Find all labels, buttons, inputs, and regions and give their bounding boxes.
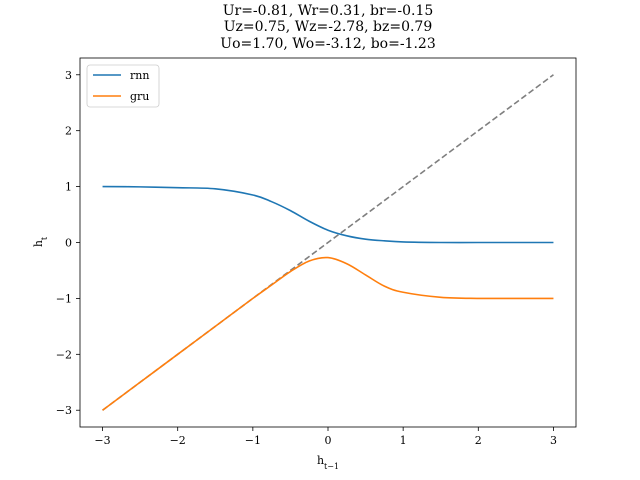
y-tick-label: −2 (56, 348, 72, 361)
y-tick-label: 3 (65, 69, 72, 82)
series-line-rnn (102, 185, 554, 244)
title-line-2: Uz=0.75, Wz=-2.78, bz=0.79 (224, 19, 433, 35)
x-tick-label: 2 (475, 434, 482, 447)
legend-label-gru: gru (130, 90, 149, 103)
x-tick-label: −2 (170, 434, 186, 447)
legend-label-rnn: rnn (130, 69, 149, 82)
x-tick-label: −1 (245, 434, 261, 447)
y-axis-label: ht (32, 236, 49, 247)
x-axis-label: ht−1 (317, 454, 339, 471)
y-tick-label: −3 (56, 404, 72, 417)
series-layer (102, 74, 554, 411)
series-line-gru (102, 256, 554, 411)
x-axis: −3 −2 −1 0 1 2 3 (94, 427, 557, 447)
x-tick-label: 1 (400, 434, 407, 447)
y-tick-label: 0 (65, 237, 72, 250)
y-tick-label: −1 (56, 292, 72, 305)
legend: rnn gru (86, 64, 160, 108)
x-tick-label: −3 (94, 434, 110, 447)
x-tick-label: 0 (325, 434, 332, 447)
x-tick-label: 3 (550, 434, 557, 447)
y-axis: −3 −2 −1 0 1 2 3 (56, 69, 80, 417)
title-line-1: Ur=-0.81, Wr=0.31, br=-0.15 (223, 3, 434, 19)
y-tick-label: 2 (65, 125, 72, 138)
title-line-3: Uo=1.70, Wo=-3.12, bo=-1.23 (220, 36, 435, 52)
chart-title: Ur=-0.81, Wr=0.31, br=-0.15 Uz=0.75, Wz=… (220, 3, 435, 52)
y-tick-label: 1 (65, 181, 72, 194)
